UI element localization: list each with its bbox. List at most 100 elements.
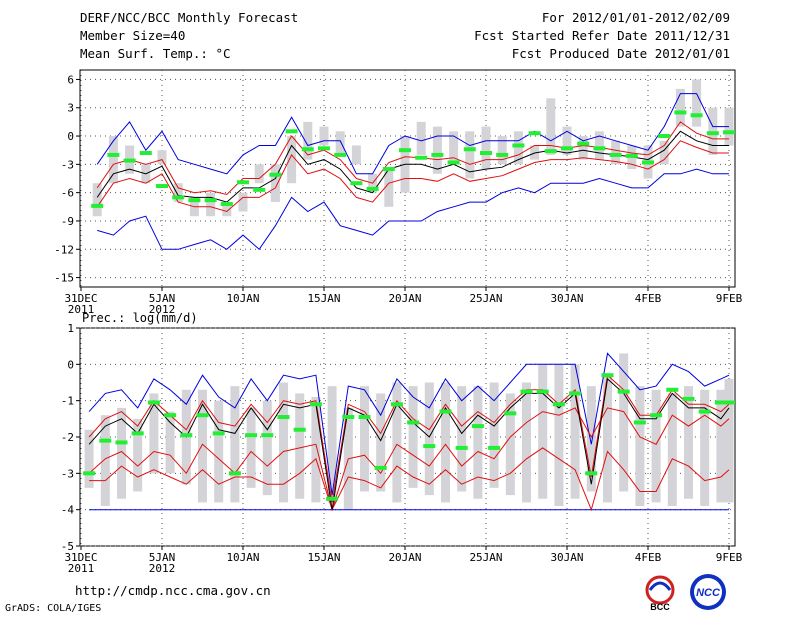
prec-median-mark [504, 411, 517, 416]
prec-median-mark [682, 396, 695, 401]
prec-spread-high-line [88, 374, 730, 503]
temp-box [611, 140, 621, 165]
prec-box [619, 353, 629, 492]
ncc-logo-text: NCC [696, 587, 721, 599]
prec-median-mark [99, 438, 112, 443]
prec-box [165, 411, 175, 474]
temp-median-mark [172, 195, 185, 200]
temp-box [594, 131, 604, 160]
prec-box [327, 386, 337, 503]
prec-box [360, 386, 369, 492]
temp-xtick-label: 31DEC [64, 292, 97, 305]
temp-box [692, 79, 702, 127]
prec-box [392, 382, 402, 503]
temp-median-mark [463, 147, 476, 152]
temp-median-mark [609, 152, 622, 157]
prec-box [311, 397, 321, 503]
prec-box [230, 386, 240, 503]
prec-median-mark [326, 496, 339, 501]
prec-xtick-label: 10JAN [226, 551, 259, 564]
prec-median-mark [358, 415, 371, 420]
member-size: Member Size=40 [80, 28, 186, 43]
prec-box [149, 393, 159, 474]
temp-box [675, 88, 685, 127]
prec-box [279, 382, 288, 503]
temp-box [303, 121, 313, 160]
prec-median-mark [471, 424, 484, 429]
prec-median-mark [633, 420, 646, 425]
temp-box [319, 126, 329, 146]
prec-box [117, 407, 126, 499]
prec-xtick-label: 5JAN [149, 551, 176, 564]
temp-median-mark [593, 146, 606, 151]
temp-ytick-label: -12 [54, 243, 74, 256]
temp-median-mark [577, 141, 590, 146]
prec-spread-low-line [88, 407, 730, 512]
prec-median-mark [714, 400, 727, 405]
temp-median-mark [431, 152, 444, 157]
ncc-logo: NCC [690, 574, 726, 610]
temp-median-mark [301, 147, 314, 152]
prec-box [424, 382, 434, 496]
prec-median-mark [488, 445, 501, 450]
grads-credit: GrADS: COLA/IGES [5, 603, 102, 614]
prec-box [716, 389, 726, 503]
prec-box [538, 364, 548, 499]
temp-box [562, 126, 572, 155]
temp-xtick-year: 2011 [68, 303, 95, 316]
prec-box [457, 386, 467, 492]
temp-box [92, 183, 102, 217]
prec-ytick-label: 0 [67, 358, 74, 371]
prec-median-mark [650, 413, 663, 418]
prec-box [667, 393, 677, 507]
prec-xtick-label: 9FEB [716, 551, 743, 564]
prec-box [100, 415, 110, 507]
website-url[interactable]: http://cmdp.ncc.cma.gov.cn [75, 583, 271, 598]
prec-median-mark [520, 389, 533, 394]
temp-box [416, 121, 426, 155]
temp-median-mark [674, 110, 687, 115]
bcc-logo: BCC [645, 575, 675, 612]
prec-box [441, 382, 450, 503]
temp-box [287, 136, 297, 184]
temp-min-line [97, 168, 729, 251]
prec-box [489, 382, 499, 488]
prec-median-mark [164, 413, 177, 418]
temp-box [270, 164, 280, 203]
prec-median-mark [666, 387, 679, 392]
prec-median-mark [83, 471, 96, 476]
temp-box [206, 192, 216, 217]
temp-box [513, 131, 523, 165]
temp-box [335, 131, 345, 155]
temp-ytick-label: 3 [67, 102, 74, 115]
temp-median-mark [447, 160, 460, 165]
prec-box [651, 389, 661, 503]
prec-median-mark [698, 409, 711, 414]
temp-median-mark [156, 184, 168, 189]
temp-median-mark [318, 146, 330, 151]
temp-median-mark [399, 148, 411, 153]
prec-median-mark [569, 391, 582, 396]
prec-median-mark [228, 471, 241, 476]
temp-median-mark [123, 158, 136, 163]
forecast-period: For 2012/01/01-2012/02/09 [541, 10, 730, 25]
temp-median-mark [480, 151, 492, 156]
temp-ytick-label: -15 [54, 272, 74, 285]
prec-box [198, 389, 207, 503]
temp-xtick-label: 20JAN [388, 292, 421, 305]
temp-plot-frame [79, 69, 736, 288]
prec-panel-title: Prec.: log(mm/d) [82, 311, 198, 325]
prec-xtick-label: 20JAN [388, 551, 421, 564]
temp-median-mark [366, 186, 379, 191]
prec-median-mark [374, 465, 387, 470]
prec-median-mark [277, 415, 290, 420]
temp-median-mark [269, 172, 282, 177]
temp-ytick-label: -3 [61, 158, 74, 171]
temp-median-mark [350, 181, 363, 186]
temp-xtick-label: 5JAN [149, 292, 176, 305]
temp-box [546, 98, 556, 155]
temp-box [384, 169, 394, 207]
temp-box [351, 145, 361, 165]
temp-xtick-label: 25JAN [469, 292, 502, 305]
prec-median-mark [131, 431, 144, 436]
